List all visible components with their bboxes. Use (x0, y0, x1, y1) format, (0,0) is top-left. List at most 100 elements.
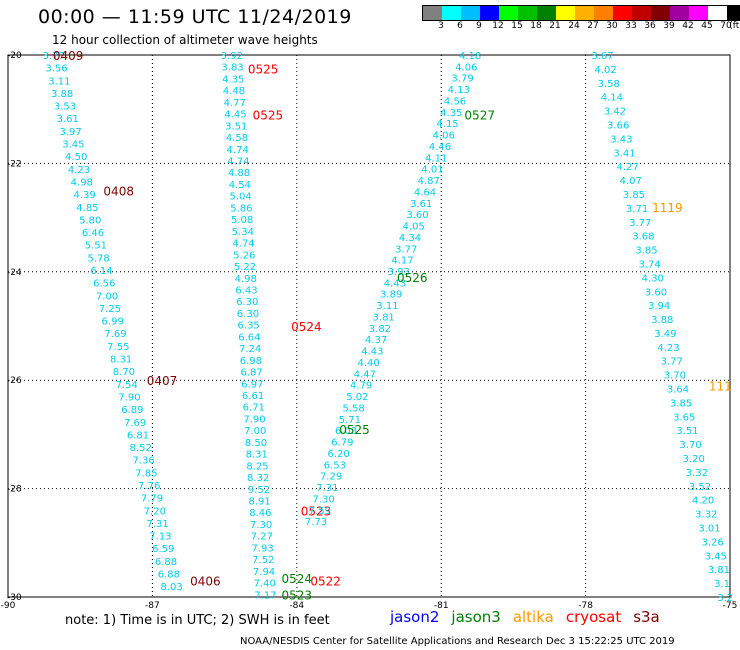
color-scale-tick: 21 (549, 21, 561, 31)
swh-value: 7.69 (104, 329, 126, 340)
swh-value: 8.50 (245, 438, 267, 449)
color-swatch-2 (461, 6, 480, 20)
swh-value: 3.77 (629, 218, 651, 229)
swh-value: 7.00 (96, 291, 118, 302)
swh-value: 3.89 (380, 290, 402, 301)
swh-value: 4.13 (448, 85, 470, 96)
plot-frame (7, 54, 731, 598)
swh-value: 4.05 (403, 222, 425, 233)
swh-value: 5.51 (85, 241, 107, 252)
swh-value: 6.03 (335, 426, 357, 437)
satellite-altika: altika (512, 608, 554, 626)
color-swatch-11 (632, 6, 651, 20)
swh-value: 5.26 (233, 250, 255, 261)
swh-value: 6.81 (127, 430, 149, 441)
swh-value: 7.20 (144, 506, 166, 517)
swh-value: 6.87 (240, 368, 262, 379)
x-tick-label: -81 (434, 601, 449, 611)
swh-value: 3.83 (221, 63, 243, 74)
swh-value: 7.31 (316, 483, 338, 494)
satellite-jason2: jason2 (390, 608, 440, 626)
swh-value: 5.78 (88, 253, 110, 264)
color-scale-tick: 15 (511, 21, 523, 31)
track-time-label: 0525 (339, 423, 370, 437)
track-time-label: 0524 (282, 572, 313, 586)
swh-value: 3.56 (45, 64, 67, 75)
swh-value: 3.82 (369, 324, 391, 335)
color-swatch-9 (594, 6, 613, 20)
color-scale-tick: 39 (663, 21, 675, 31)
swh-value: 7.90 (243, 414, 265, 425)
swh-value: 6.53 (324, 460, 346, 471)
color-swatch-16 (727, 6, 740, 20)
swh-value: 3.41 (613, 148, 635, 159)
swh-value: 4.45 (224, 110, 246, 121)
swh-value: 3.74 (639, 259, 661, 270)
color-scale-bar (422, 5, 740, 21)
color-scale-tick: 30 (606, 21, 618, 31)
swh-value: 7.59 (309, 506, 331, 517)
y-tick-label: -28 (7, 485, 22, 495)
swh-value: 3.67 (591, 51, 613, 62)
swh-value: 7.40 (254, 579, 276, 590)
swh-value: 4.74 (232, 239, 254, 250)
swh-value: 4.06 (433, 131, 455, 142)
swh-value: 3.85 (635, 246, 657, 257)
swh-value: 4.18 (459, 51, 481, 62)
swh-value: 7.27 (251, 532, 273, 543)
swh-value: 4.35 (440, 108, 462, 119)
track-time-label: 0406 (190, 575, 221, 589)
swh-value: 4.35 (222, 74, 244, 85)
color-swatch-12 (651, 6, 670, 20)
track-time-label: 0408 (103, 185, 134, 199)
y-tick-label: -22 (7, 159, 22, 169)
swh-value: 6.56 (93, 279, 115, 290)
swh-value: 7.69 (124, 418, 146, 429)
swh-value: 3.77 (43, 51, 65, 62)
color-swatch-1 (442, 6, 461, 20)
swh-value: 8.31 (246, 450, 268, 461)
swh-value: 6.20 (327, 449, 349, 460)
track-time-label: 0523 (301, 504, 332, 518)
swh-value: 7.36 (132, 456, 154, 467)
swh-value: 3.60 (645, 287, 667, 298)
color-swatch-7 (556, 6, 575, 20)
swh-value: 3.97 (59, 127, 81, 138)
swh-value: 4.56 (444, 96, 466, 107)
swh-value: 3.11 (376, 301, 398, 312)
swh-value: 6.89 (121, 405, 143, 416)
page-title: 00:00 — 11:59 UTC 11/24/2019 (38, 6, 352, 28)
swh-value: 5.02 (346, 392, 368, 403)
swh-value: 4.39 (73, 190, 95, 201)
swh-value: 3.65 (673, 412, 695, 423)
swh-value: 3.42 (604, 107, 626, 118)
color-scale-tick: 70 (720, 21, 732, 31)
swh-value: 3.45 (62, 140, 84, 151)
swh-value: 4.27 (616, 162, 638, 173)
x-tick-label: -75 (723, 601, 738, 611)
swh-value: 4.88 (228, 168, 250, 179)
color-scale-tick: 24 (568, 21, 580, 31)
swh-value: 3.81 (373, 312, 395, 323)
swh-value: 3.51 (676, 426, 698, 437)
swh-value: 4.14 (601, 93, 623, 104)
swh-value: 3.11 (48, 76, 70, 87)
swh-value: 4.64 (414, 187, 436, 198)
swh-value: 7.25 (99, 304, 121, 315)
swh-value: 3.77 (395, 244, 417, 255)
swh-value: 4.74 (227, 157, 249, 168)
track-time-label: 0409 (53, 49, 84, 63)
swh-value: 3.58 (598, 79, 620, 90)
color-scale-tick: 45 (701, 21, 713, 31)
swh-value: 6.88 (158, 570, 180, 581)
swh-value: 4.58 (226, 133, 248, 144)
swh-value: 7.30 (250, 520, 272, 531)
swh-value: 7.55 (107, 342, 129, 353)
swh-value: 5.04 (229, 192, 251, 203)
color-scale-tick: 12 (492, 21, 504, 31)
y-tick-label: -30 (7, 593, 22, 603)
swh-value: 4.48 (223, 86, 245, 97)
swh-value: 3.71 (626, 204, 648, 215)
swh-value: 7.76 (138, 481, 160, 492)
